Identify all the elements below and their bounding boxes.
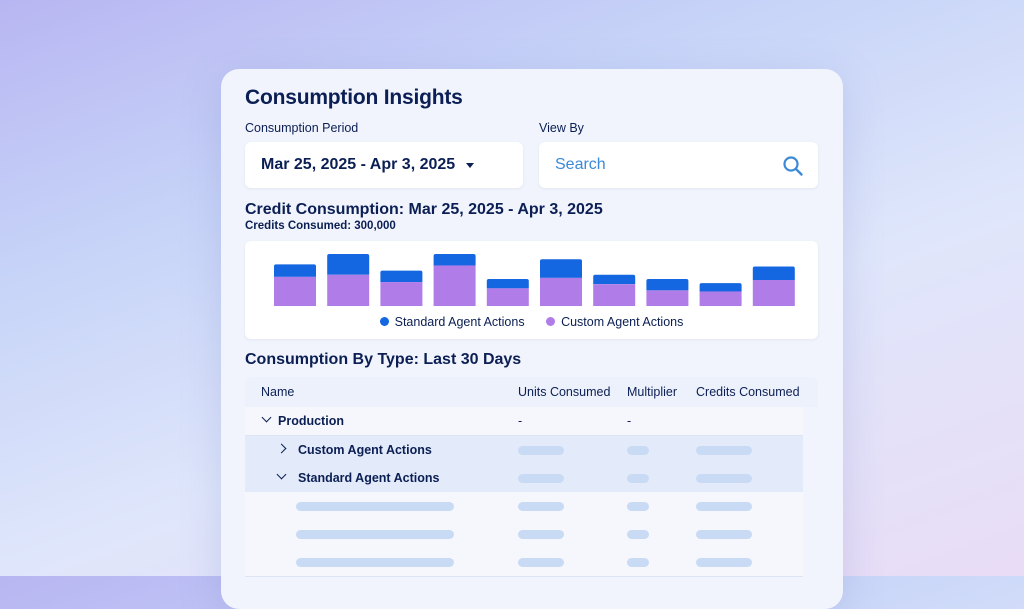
placeholder-bar bbox=[627, 502, 649, 511]
bar-segment-custom bbox=[486, 288, 529, 306]
bar-segment-custom bbox=[752, 280, 795, 306]
view-by-label: View By bbox=[539, 121, 584, 135]
column-header-credits[interactable]: Credits Consumed bbox=[696, 385, 800, 399]
stacked-bar-chart bbox=[274, 254, 795, 306]
bar-segment-standard bbox=[593, 274, 636, 285]
search-icon[interactable] bbox=[781, 154, 805, 178]
bar-segment-custom bbox=[646, 290, 689, 306]
placeholder-bar bbox=[296, 558, 454, 567]
credit-consumption-chart: Standard Agent Actions Custom Agent Acti… bbox=[245, 241, 818, 339]
placeholder-bar bbox=[696, 502, 752, 511]
period-value: Mar 25, 2025 - Apr 3, 2025 bbox=[261, 156, 456, 173]
legend-custom: Custom Agent Actions bbox=[546, 315, 683, 329]
bar-segment-custom bbox=[380, 282, 423, 306]
bar-segment-custom bbox=[433, 265, 476, 306]
bar-segment-custom bbox=[540, 277, 582, 306]
placeholder-bar bbox=[518, 474, 564, 483]
view-by-search bbox=[539, 142, 818, 188]
bar-segment-custom bbox=[699, 291, 742, 306]
bar-segment-standard bbox=[540, 259, 582, 278]
bar-segment-custom bbox=[327, 274, 370, 306]
caret-down-icon bbox=[466, 163, 474, 168]
credit-consumption-title: Credit Consumption: Mar 25, 2025 - Apr 3… bbox=[245, 201, 603, 218]
legend-label-standard: Standard Agent Actions bbox=[394, 315, 525, 329]
placeholder-bar bbox=[518, 530, 564, 539]
placeholder-bar bbox=[627, 474, 649, 483]
placeholder-bar bbox=[518, 446, 564, 455]
row-name: Standard Agent Actions bbox=[298, 471, 440, 485]
placeholder-bar bbox=[518, 558, 564, 567]
bar-segment-standard bbox=[327, 254, 370, 275]
consumption-period-label: Consumption Period bbox=[245, 121, 359, 135]
placeholder-bar bbox=[518, 502, 564, 511]
placeholder-bar bbox=[696, 558, 752, 567]
chevron-down-icon[interactable] bbox=[276, 469, 287, 480]
placeholder-bar bbox=[696, 446, 752, 455]
legend-standard: Standard Agent Actions bbox=[379, 315, 525, 329]
bar-segment-custom bbox=[593, 284, 636, 306]
bar-segment-standard bbox=[699, 283, 742, 292]
column-header-name[interactable]: Name bbox=[261, 385, 295, 399]
consumption-table: Name Units Consumed Multiplier Credits C… bbox=[245, 377, 818, 609]
row-units: - bbox=[518, 414, 523, 428]
consumption-by-type-title: Consumption By Type: Last 30 Days bbox=[245, 351, 522, 368]
bar-segment-standard bbox=[274, 264, 316, 277]
placeholder-bar bbox=[627, 558, 649, 567]
chart-legend: Standard Agent Actions Custom Agent Acti… bbox=[245, 315, 818, 329]
table-row bbox=[245, 492, 803, 521]
page-title: Consumption Insights bbox=[245, 86, 463, 109]
credits-consumed: Credits Consumed: 300,000 bbox=[245, 220, 396, 232]
table-row bbox=[245, 548, 803, 577]
row-name: Production bbox=[278, 414, 344, 428]
bar-segment-custom bbox=[274, 276, 316, 306]
placeholder-bar bbox=[296, 502, 454, 511]
bar-segment-standard bbox=[486, 278, 529, 289]
consumption-insights-card: Consumption Insights Consumption Period … bbox=[221, 69, 843, 609]
table-header: Name Units Consumed Multiplier Credits C… bbox=[245, 377, 818, 407]
table-row-production[interactable]: Production - - bbox=[245, 407, 803, 436]
placeholder-bar bbox=[627, 530, 649, 539]
column-header-units[interactable]: Units Consumed bbox=[518, 385, 611, 399]
search-input[interactable] bbox=[539, 142, 785, 188]
chevron-down-icon[interactable] bbox=[261, 412, 272, 423]
bar-segment-standard bbox=[646, 278, 689, 291]
placeholder-bar bbox=[296, 530, 454, 539]
column-header-multiplier[interactable]: Multiplier bbox=[627, 385, 678, 399]
legend-dot-custom bbox=[546, 317, 556, 326]
bar-segment-standard bbox=[752, 266, 795, 280]
legend-dot-standard bbox=[379, 317, 389, 326]
placeholder-bar bbox=[696, 530, 752, 539]
legend-label-custom: Custom Agent Actions bbox=[561, 315, 684, 329]
bar-segment-standard bbox=[433, 254, 476, 266]
consumption-period-dropdown[interactable]: Mar 25, 2025 - Apr 3, 2025 bbox=[245, 142, 523, 188]
table-row-custom-agent-actions[interactable]: Custom Agent Actions bbox=[245, 436, 803, 465]
bar-segment-standard bbox=[380, 270, 423, 283]
table-row-standard-agent-actions[interactable]: Standard Agent Actions bbox=[245, 464, 803, 493]
placeholder-bar bbox=[696, 474, 752, 483]
table-row bbox=[245, 520, 803, 549]
placeholder-bar bbox=[627, 446, 649, 455]
chevron-right-icon[interactable] bbox=[276, 443, 287, 454]
row-multiplier: - bbox=[627, 414, 632, 428]
row-name: Custom Agent Actions bbox=[298, 443, 432, 457]
